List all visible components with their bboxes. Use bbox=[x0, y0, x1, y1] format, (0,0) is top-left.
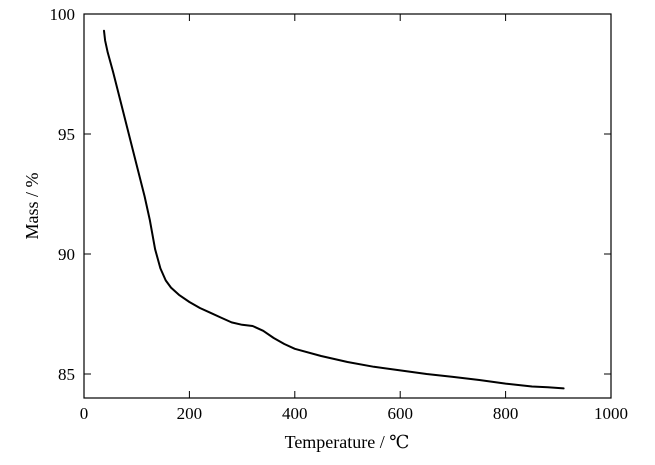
x-tick-label: 400 bbox=[282, 404, 308, 423]
x-axis-title: Temperature / ℃ bbox=[285, 432, 410, 452]
y-tick-label: 100 bbox=[50, 5, 76, 24]
x-tick-label: 1000 bbox=[594, 404, 628, 423]
plot-frame bbox=[83, 13, 612, 399]
y-tick-label: 90 bbox=[58, 245, 75, 264]
x-tick-label: 200 bbox=[177, 404, 203, 423]
x-tick-label: 600 bbox=[387, 404, 413, 423]
x-tick-label: 800 bbox=[493, 404, 519, 423]
y-tick-label: 85 bbox=[58, 365, 75, 384]
ticks bbox=[83, 13, 612, 398]
x-tick-label: 0 bbox=[80, 404, 89, 423]
tick-labels: 0 200 400 600 800 1000 85 90 95 100 bbox=[50, 5, 629, 423]
y-tick-label: 95 bbox=[58, 125, 75, 144]
y-axis-title: Mass / % bbox=[22, 172, 42, 239]
mass-curve bbox=[103, 29, 565, 390]
